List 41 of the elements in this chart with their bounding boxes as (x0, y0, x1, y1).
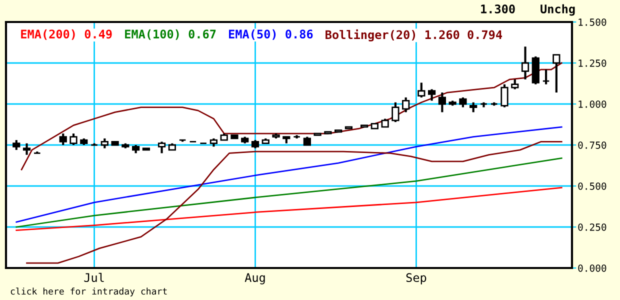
candlestick (542, 68, 550, 86)
x-tick-label: Sep (406, 273, 426, 284)
candlestick (418, 82, 426, 98)
line-series (26, 141, 562, 264)
candlestick (12, 139, 20, 151)
text: Bollinger(20) 1.260 0.794 (326, 29, 502, 42)
x-tick-label: Aug (244, 273, 265, 284)
text: Unchg (540, 4, 575, 16)
text: EMA(100) 0.67 (125, 29, 216, 40)
text: EMA(200) 0.49 (21, 29, 112, 40)
candlestick (158, 140, 166, 154)
line-series (16, 186, 562, 231)
candlestick (470, 101, 478, 114)
y-tick-label: 0.500 (578, 182, 606, 190)
y-tick-label: 0.250 (578, 224, 606, 231)
text: click here for intraday chart (10, 288, 167, 296)
text: 1.300 (481, 4, 515, 14)
candlestick (402, 96, 410, 114)
candlestick (511, 78, 519, 90)
candlestick (438, 91, 446, 114)
x-tick-label: Jul (84, 272, 104, 282)
candlestick (59, 132, 67, 146)
candlestick (521, 46, 530, 80)
y-tick-label: 1.250 (578, 60, 606, 67)
candlestick (70, 132, 78, 146)
y-tick-label: 1.000 (578, 100, 606, 108)
text: EMA(50) 0.86 (229, 29, 313, 40)
y-tick-label: 0.000 (578, 264, 606, 272)
candlestick (22, 142, 31, 156)
candlestick (480, 101, 488, 108)
line-series (16, 157, 562, 228)
candlestick (100, 137, 108, 150)
y-tick-label: 0.750 (578, 142, 606, 149)
candlestick (428, 88, 436, 102)
candlestick (552, 54, 560, 94)
line-series (20, 62, 562, 170)
candlestick (392, 101, 400, 124)
line-series (16, 126, 562, 223)
candlestick (459, 96, 467, 108)
candlestick (500, 83, 508, 108)
y-tick-label: 1.500 (578, 18, 606, 26)
